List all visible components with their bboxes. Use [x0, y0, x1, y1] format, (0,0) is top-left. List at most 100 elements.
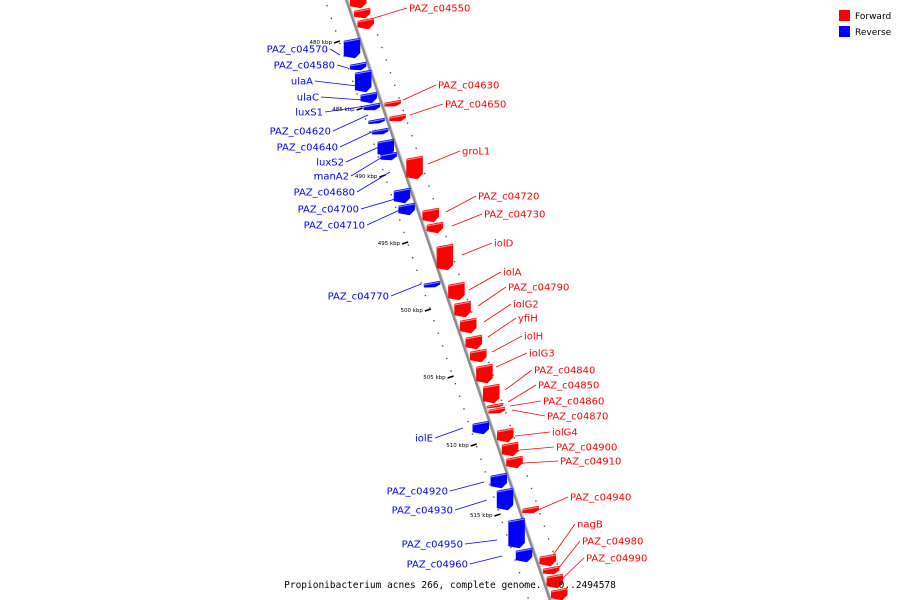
minor-tick [446, 357, 448, 360]
scale-tick-label: 505 kbp [423, 375, 446, 381]
minor-tick [423, 172, 426, 175]
scale-tick [401, 241, 409, 245]
reverse-gene-label: manA2 [314, 172, 349, 183]
minor-tick [518, 572, 521, 574]
forward-gene-label: iolG2 [513, 300, 539, 311]
label-leader [495, 352, 528, 368]
gene-features [343, 0, 568, 600]
label-leader [402, 84, 437, 101]
minor-tick [385, 59, 387, 61]
minor-tick [369, 131, 371, 133]
gene-highlight [515, 548, 533, 553]
label-leader [483, 303, 512, 323]
label-leader [507, 384, 537, 403]
label-leader [336, 64, 349, 69]
minor-tick [390, 194, 392, 196]
minor-tick [471, 433, 474, 435]
minor-tick [377, 156, 380, 158]
scale-tick [470, 443, 477, 447]
forward-gene-label: iolH [524, 332, 543, 343]
gene-highlight [355, 70, 372, 75]
minor-tick [500, 399, 503, 401]
forward-gene-label: PAZ_c04910 [560, 457, 621, 468]
gene-highlight [539, 554, 556, 559]
minor-tick [493, 496, 495, 498]
gene-highlight [472, 421, 489, 426]
reverse-gene-label: luxS1 [295, 108, 323, 119]
minor-tick [450, 370, 452, 372]
forward-gene-label: iolD [494, 239, 514, 250]
gene-highlight [343, 38, 361, 43]
forward-gene [353, 7, 371, 19]
minor-tick [330, 17, 333, 19]
minor-tick [389, 72, 392, 74]
forward-gene-label: PAZ_c04650 [445, 100, 506, 111]
minor-tick [463, 408, 465, 410]
label-leader [366, 208, 403, 226]
minor-tick [488, 483, 491, 486]
label-leader [339, 129, 377, 148]
reverse-gene-label: PAZ_c04680 [294, 188, 355, 199]
label-leader [314, 80, 358, 87]
minor-tick [437, 332, 439, 334]
minor-tick [547, 538, 550, 540]
scale-tick-label: 510 kbp [446, 443, 469, 449]
reverse-gene-label: iolE [415, 434, 433, 445]
label-leader [324, 105, 367, 113]
label-leader [445, 195, 477, 213]
forward-gene-label: iolG3 [529, 349, 555, 360]
label-leader [345, 145, 382, 163]
gene-highlight [377, 139, 394, 144]
label-leader [329, 48, 341, 56]
scale-tick [494, 513, 501, 517]
minor-tick [467, 420, 469, 423]
minor-tick [429, 307, 431, 309]
scale-tick [424, 308, 432, 312]
gene-highlight [546, 574, 563, 579]
gene-highlight [422, 208, 439, 213]
minor-tick [523, 584, 525, 586]
gene-highlight [460, 318, 477, 323]
reverse-gene-label: PAZ_c04930 [392, 506, 453, 517]
label-leader [511, 409, 546, 417]
minor-tick [501, 521, 504, 523]
reverse-gene [343, 37, 361, 59]
gene-highlight [357, 18, 374, 23]
minor-tick [535, 500, 537, 502]
minor-tick [488, 361, 490, 364]
minor-tick [433, 320, 435, 322]
label-leader [509, 400, 542, 407]
minor-tick [552, 550, 554, 553]
gene-highlight [465, 335, 482, 340]
minor-tick [402, 109, 404, 112]
minor-tick [347, 68, 350, 70]
forward-gene [406, 155, 423, 180]
minor-tick [497, 509, 499, 511]
label-leader [320, 96, 364, 101]
legend-forward-swatch [839, 10, 850, 21]
label-leader [487, 317, 517, 338]
scale-tick-label: 515 kbp [470, 513, 493, 519]
minor-tick [526, 475, 528, 477]
label-leader [454, 499, 488, 511]
gene-highlight [384, 100, 401, 105]
scale-ticks: 480 kbp 485 kbp 490 kbp 495 kbp 500 kbp 505 k… [310, 40, 501, 519]
label-leader [434, 427, 464, 439]
minor-tick [326, 5, 328, 7]
gene-highlight [350, 62, 367, 67]
minor-tick [364, 118, 367, 120]
gene-highlight [363, 103, 380, 108]
minor-tick [334, 30, 337, 32]
gene-highlight [360, 92, 377, 97]
forward-gene [476, 363, 493, 384]
forward-gene-label: PAZ_c04990 [586, 554, 647, 565]
forward-gene [454, 300, 471, 318]
gene-highlight [393, 188, 411, 193]
reverse-gene-label: PAZ_c04700 [298, 205, 359, 216]
forward-gene-label: nagB [577, 520, 603, 531]
genome-backbone-highlight [347, 0, 552, 600]
minor-tick [505, 412, 507, 414]
label-leader [451, 213, 483, 227]
label-leader [504, 369, 533, 391]
gene-highlight [398, 203, 415, 208]
